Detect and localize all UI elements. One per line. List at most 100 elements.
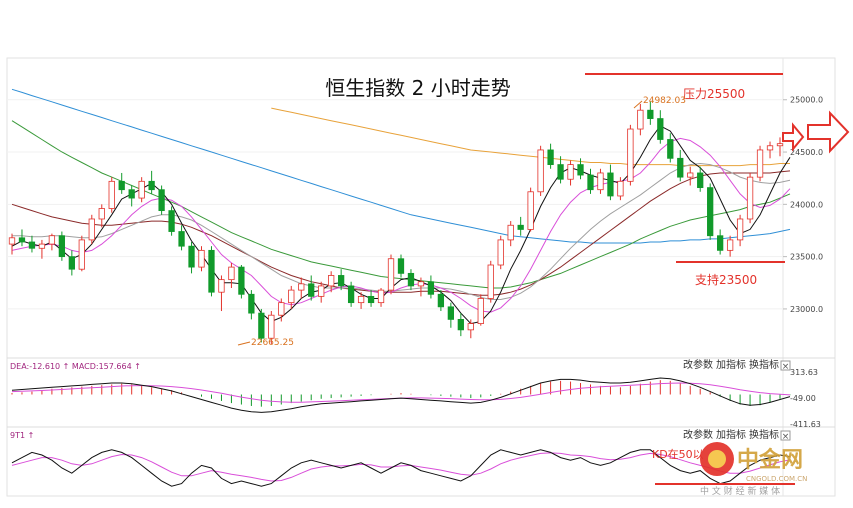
candle-body	[647, 109, 654, 119]
candle-body	[477, 298, 484, 324]
candle-body	[337, 275, 345, 287]
candle-body	[756, 149, 764, 178]
price-tick-label: 23000.0	[790, 305, 823, 314]
price-tick-label: 24500.0	[790, 148, 823, 157]
candle-body	[278, 302, 285, 316]
support-label: 支持23500	[695, 272, 757, 287]
candle-body	[417, 281, 425, 287]
candle-body	[447, 306, 455, 320]
ma-blue-line	[11, 88, 791, 244]
candle-body	[746, 176, 754, 220]
macd-axis: 313.63 -49.00 -411.63	[790, 368, 821, 429]
low-marker-line	[237, 341, 251, 346]
kd-close-button[interactable]	[780, 430, 791, 441]
candle-body	[717, 235, 724, 251]
candle-body	[308, 283, 315, 297]
candle-body	[617, 180, 624, 197]
macd-add-indicator-button[interactable]: 加指标	[716, 358, 746, 371]
candle-body	[736, 218, 744, 241]
candle-body	[467, 323, 474, 331]
kd-note-label: KD在50以	[652, 448, 704, 461]
candle-body	[128, 189, 135, 199]
watermark-logo-inner	[708, 450, 726, 468]
candle-body	[357, 295, 365, 304]
candle-body	[377, 289, 385, 304]
macd-toolbar: 改参数 加指标 换指标 ×	[683, 358, 791, 372]
high-marker-line	[633, 100, 643, 109]
ma-orange-line	[271, 107, 790, 167]
high-value-label: 24982.03	[643, 96, 686, 106]
candle-body	[88, 218, 95, 241]
candle-body	[567, 164, 574, 180]
candle-body	[487, 264, 494, 299]
arrow-right-large-icon	[807, 110, 850, 154]
macd-switch-indicator-button[interactable]: 换指标	[749, 358, 779, 371]
low-value-label: 22665.25	[251, 338, 294, 348]
candle-body	[18, 237, 26, 243]
grid-lines	[7, 99, 783, 310]
macd-close-button[interactable]	[780, 360, 791, 371]
candlesticks	[8, 101, 784, 344]
macd-tick-label: -411.63	[790, 420, 821, 429]
candle-body	[118, 180, 125, 191]
candle-body	[28, 241, 36, 249]
candle-body	[687, 172, 694, 178]
price-axis: 25000.0 24500.0 24000.0 23500.0 23000.0	[783, 96, 823, 314]
kd-add-indicator-button[interactable]: 加指标	[716, 428, 746, 441]
candle-body	[138, 180, 145, 199]
price-tick-label: 23500.0	[790, 253, 823, 262]
ma-magenta-line	[11, 137, 791, 313]
candle-body	[577, 164, 584, 176]
candle-body	[258, 312, 265, 339]
chart-title: 恒生指数 2 小时走势	[325, 76, 510, 100]
candle-body	[607, 172, 614, 197]
ma-gray-line	[12, 162, 791, 300]
candle-body	[228, 266, 235, 281]
candle-body	[507, 224, 514, 241]
candle-body	[178, 231, 185, 247]
price-tick-label: 25000.0	[790, 96, 823, 105]
kd-k-line	[11, 449, 791, 487]
candle-body	[48, 235, 56, 245]
watermark-tagline: 中 文 财 经 新 媒 体	[700, 485, 780, 497]
candle-body	[457, 318, 464, 331]
candle-body	[248, 293, 255, 314]
candle-body	[148, 180, 155, 191]
candle-body	[397, 258, 405, 274]
macd-diff-line	[11, 377, 791, 413]
candle-body	[58, 235, 66, 258]
candle-body	[657, 118, 664, 140]
ma-brown-line	[11, 170, 791, 296]
watermark-cn: 中金网	[737, 447, 803, 473]
candle-body	[497, 239, 504, 266]
candle-body	[238, 266, 245, 295]
candle-body	[108, 180, 115, 209]
candle-body	[527, 191, 534, 230]
candle-body	[667, 139, 674, 159]
price-tick-label: 24000.0	[790, 200, 823, 209]
close-icon: ×	[782, 362, 790, 372]
macd-edit-params-button[interactable]: 改参数	[683, 358, 713, 371]
candle-body	[707, 187, 714, 237]
kd-toolbar: 改参数 加指标 换指标 ×	[683, 428, 791, 442]
candle-body	[8, 237, 16, 245]
candle-body	[198, 249, 205, 268]
macd-lines	[11, 377, 791, 413]
candle-body	[537, 149, 544, 193]
resistance-label: 压力25500	[683, 87, 745, 101]
kd-edit-params-button[interactable]: 改参数	[683, 428, 713, 441]
candle-body	[38, 243, 46, 249]
candle-body	[697, 172, 704, 189]
candle-body	[168, 210, 175, 232]
macd-tick-label: -49.00	[790, 394, 816, 403]
candle-body	[437, 293, 445, 308]
candle-body	[627, 128, 634, 182]
candle-body	[347, 285, 355, 304]
candle-body	[367, 295, 375, 304]
kd-lines	[11, 449, 791, 487]
candle-body	[587, 174, 594, 191]
candle-body	[318, 285, 325, 297]
candle-body	[776, 143, 784, 147]
kd-switch-indicator-button[interactable]: 换指标	[749, 428, 779, 441]
